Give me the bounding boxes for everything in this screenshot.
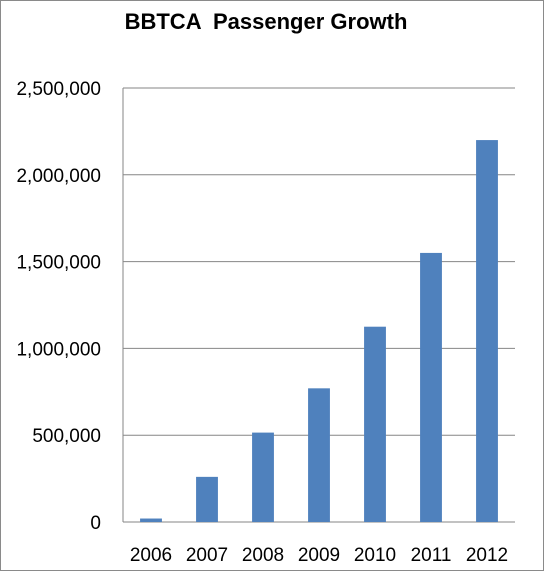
- bar-2010: [364, 326, 386, 522]
- y-tick-label: 1,000,000: [16, 339, 101, 360]
- bar-2008: [252, 432, 274, 522]
- y-tick-label: 500,000: [32, 426, 101, 447]
- bar-2007: [196, 476, 218, 522]
- x-tick-label: 2008: [242, 545, 284, 566]
- y-tick-label: 2,000,000: [16, 166, 101, 187]
- chart-title: BBTCA Passenger Growth: [124, 9, 408, 34]
- y-tick-label: 2,500,000: [16, 79, 101, 100]
- x-tick-label: 2010: [354, 545, 396, 566]
- x-tick-label: 2012: [466, 545, 508, 566]
- bar-2009: [308, 388, 330, 522]
- y-tick-label: 1,500,000: [16, 253, 101, 274]
- x-tick-label: 2007: [186, 545, 228, 566]
- bar-2011: [420, 252, 442, 523]
- x-tick-label: 2009: [298, 545, 340, 566]
- y-tick-label: 0: [90, 513, 101, 534]
- bar-2012: [476, 140, 498, 522]
- bar-2006: [140, 518, 162, 522]
- x-tick-label: 2011: [411, 545, 452, 566]
- x-tick-label: 2006: [130, 545, 172, 566]
